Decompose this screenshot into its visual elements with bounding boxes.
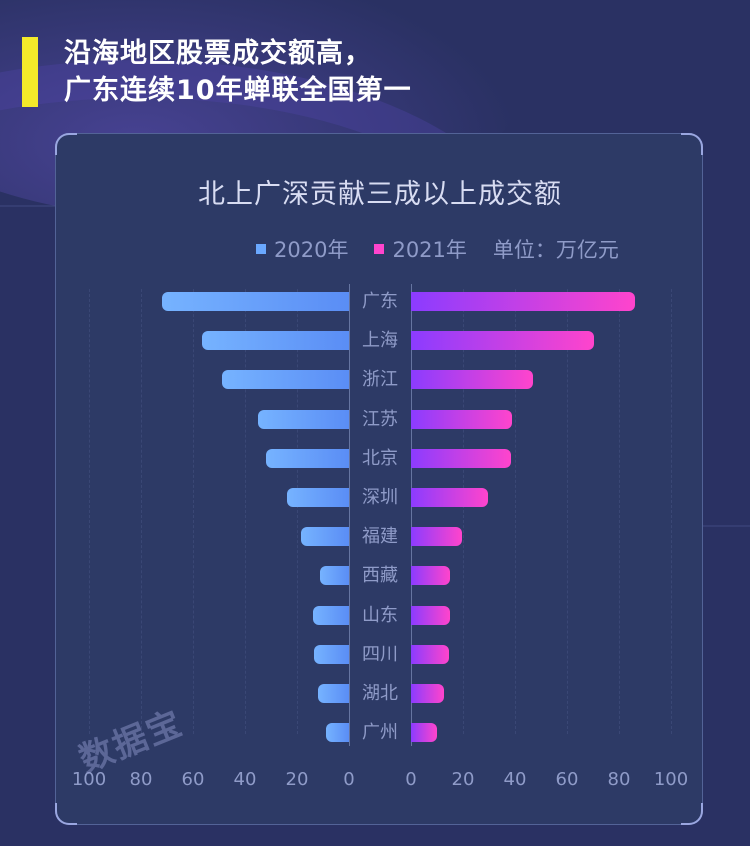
legend-label-2020: 2020年 [274, 238, 349, 262]
category-label: 山东 [362, 604, 398, 626]
grid-line [671, 289, 672, 734]
category-label: 西藏 [362, 565, 398, 587]
x-tick-right: 100 [653, 769, 689, 790]
legend-item-2021: 2021年 [374, 234, 467, 264]
bar-2021 [411, 527, 462, 547]
x-tick-left: 0 [343, 769, 355, 790]
headline-accent-bar [22, 37, 38, 107]
grid-line [193, 289, 194, 734]
bar-2021 [411, 448, 512, 468]
bar-2020 [161, 292, 349, 311]
grid-line [245, 289, 246, 734]
axis-line-right [411, 284, 412, 746]
grid-line [567, 289, 568, 734]
chart-panel: 北上广深贡献三成以上成交额 2020年 2021年 单位：万亿元 广东上海浙江江… [55, 133, 703, 825]
chart-legend: 2020年 2021年 单位：万亿元 [256, 234, 619, 264]
category-label: 湖北 [362, 683, 398, 704]
grid-line [297, 289, 298, 734]
bar-2020 [317, 684, 349, 703]
x-tick-left: 100 [71, 769, 107, 790]
grid-line [141, 289, 142, 734]
x-tick-right: 40 [503, 769, 527, 790]
bar-2020 [325, 723, 349, 743]
grid-line [89, 289, 90, 734]
panel-corner [681, 803, 703, 825]
grid-line [463, 289, 464, 734]
category-label: 江苏 [362, 408, 398, 430]
panel-corner [681, 133, 703, 155]
background-line [0, 205, 60, 207]
bar-2021 [411, 644, 449, 664]
background-line [700, 525, 750, 527]
axis-line-left [349, 284, 350, 746]
panel-corner [55, 803, 77, 825]
category-label: 广东 [362, 291, 398, 312]
bar-2021 [411, 292, 635, 311]
legend-swatch-2021 [374, 244, 385, 254]
x-tick-left: 20 [285, 769, 309, 790]
bar-2021 [411, 605, 450, 625]
bar-2020 [313, 644, 349, 664]
bar-2021 [411, 723, 437, 743]
bar-2020 [221, 370, 349, 390]
bar-2021 [411, 684, 444, 703]
unit-label: 单位：万亿元 [492, 238, 619, 262]
bar-2020 [286, 488, 349, 507]
x-tick-right: 80 [607, 769, 631, 790]
category-label: 上海 [362, 330, 398, 352]
legend-label-2021: 2021年 [392, 238, 467, 262]
bar-2021 [411, 331, 595, 351]
headline-line-1: 沿海地区股票成交额高， [64, 38, 372, 69]
legend-swatch-2020 [256, 244, 266, 254]
grid-line [619, 289, 620, 734]
x-tick-left: 60 [181, 769, 205, 790]
grid-line [515, 289, 516, 734]
x-tick-right: 0 [405, 769, 417, 790]
x-tick-left: 80 [129, 769, 153, 790]
bar-2021 [411, 370, 534, 390]
category-label: 深圳 [362, 487, 398, 508]
x-tick-right: 60 [555, 769, 579, 790]
bar-2021 [411, 488, 488, 507]
category-label: 北京 [362, 447, 398, 469]
bar-2020 [312, 605, 349, 625]
bar-2020 [320, 566, 349, 586]
panel-corner [55, 133, 77, 155]
headline-line-2: 广东连续10年蝉联全国第一 [64, 75, 412, 106]
category-label: 广州 [362, 722, 398, 744]
x-tick-left: 40 [233, 769, 257, 790]
bar-2020 [258, 409, 349, 429]
category-label: 福建 [362, 526, 398, 548]
category-label: 浙江 [362, 369, 398, 391]
chart-title: 北上广深贡献三成以上成交额 [198, 179, 562, 210]
x-tick-right: 20 [451, 769, 475, 790]
bar-2021 [411, 566, 450, 586]
category-label: 四川 [362, 643, 398, 665]
bar-2020 [265, 448, 349, 468]
bar-2020 [202, 331, 349, 351]
bar-2021 [411, 409, 513, 429]
bar-2020 [300, 527, 349, 547]
legend-item-2020: 2020年 [256, 234, 348, 264]
